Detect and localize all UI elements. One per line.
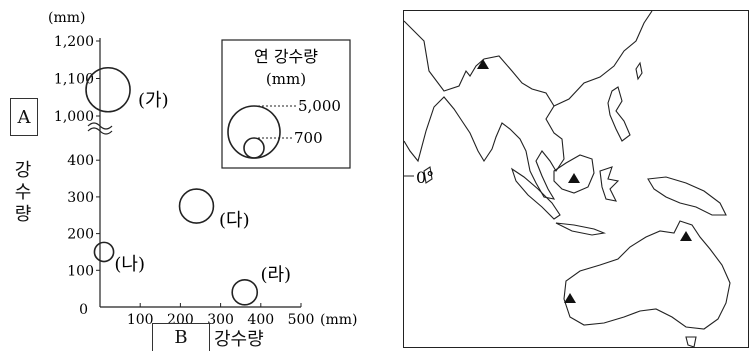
bubble-label: (나) [114, 254, 145, 275]
bubble-point [85, 66, 131, 113]
y-tick-label: 1,100 [54, 72, 94, 88]
map-svg: 0° [404, 11, 731, 347]
australia [563, 220, 731, 330]
bubble-point [178, 188, 215, 224]
sulawesi [599, 166, 620, 202]
y-axis-box-label: A [10, 98, 38, 136]
legend-title: 연 강수량 [254, 47, 318, 66]
axis-break-mark [87, 127, 113, 135]
legend-small-circle [243, 137, 265, 159]
x-tick-label: 300 [207, 312, 234, 328]
axis-break-mark [87, 122, 113, 130]
origin-label: 0 [79, 302, 88, 318]
borneo [553, 154, 595, 194]
station-marker-4 [564, 293, 576, 303]
axes [87, 38, 301, 308]
x-axis-box-label: B [152, 323, 210, 351]
y-unit-label: (mm) [48, 10, 85, 26]
x-axis-label: 강수량 [214, 329, 264, 350]
legend-small-value: 700 [294, 129, 323, 147]
x-tick-label: 400 [247, 312, 274, 328]
bubble-chart: (mm) 1,200 1,100 1,000 400 300 200 100 0 100 200 30… [10, 10, 357, 351]
philippines [607, 86, 631, 142]
sumatra [510, 167, 561, 220]
x-tick-label: 100 [127, 312, 154, 328]
equator-label: 0° [416, 168, 434, 187]
bubble-label: (가) [138, 90, 169, 111]
tasmania [685, 336, 697, 347]
y-tick-label: 200 [67, 227, 94, 243]
x-tick-label: 500 [288, 312, 315, 328]
x-unit-label: (mm) [320, 312, 357, 328]
taiwan [635, 61, 643, 81]
station-marker-1 [477, 59, 489, 69]
asia-mainland [404, 20, 565, 200]
y-tick-label: 100 [67, 263, 94, 279]
y-tick-label: 300 [67, 190, 94, 206]
sri-lanka [423, 166, 433, 184]
legend-unit: (mm) [266, 70, 306, 88]
y-tick-label: 1,000 [54, 109, 94, 125]
bubbles: (가) (나) (다) (라) [85, 66, 291, 306]
bubble-point [231, 278, 259, 306]
y-tick-label: 400 [67, 153, 94, 169]
map-panel: 0° [403, 10, 749, 348]
java [555, 222, 607, 236]
legend: 연 강수량 (mm) 5,000 700 [221, 39, 351, 169]
y-tick-label: 1,200 [54, 34, 94, 50]
new-guinea [647, 176, 727, 216]
station-marker-2 [568, 173, 580, 183]
station-marker-3 [680, 231, 692, 241]
china-coast [553, 11, 653, 107]
bubble-label: (라) [260, 264, 291, 285]
legend-big-value: 5,000 [298, 97, 341, 115]
bubble-label: (다) [219, 210, 250, 231]
bubble-point [93, 241, 115, 263]
